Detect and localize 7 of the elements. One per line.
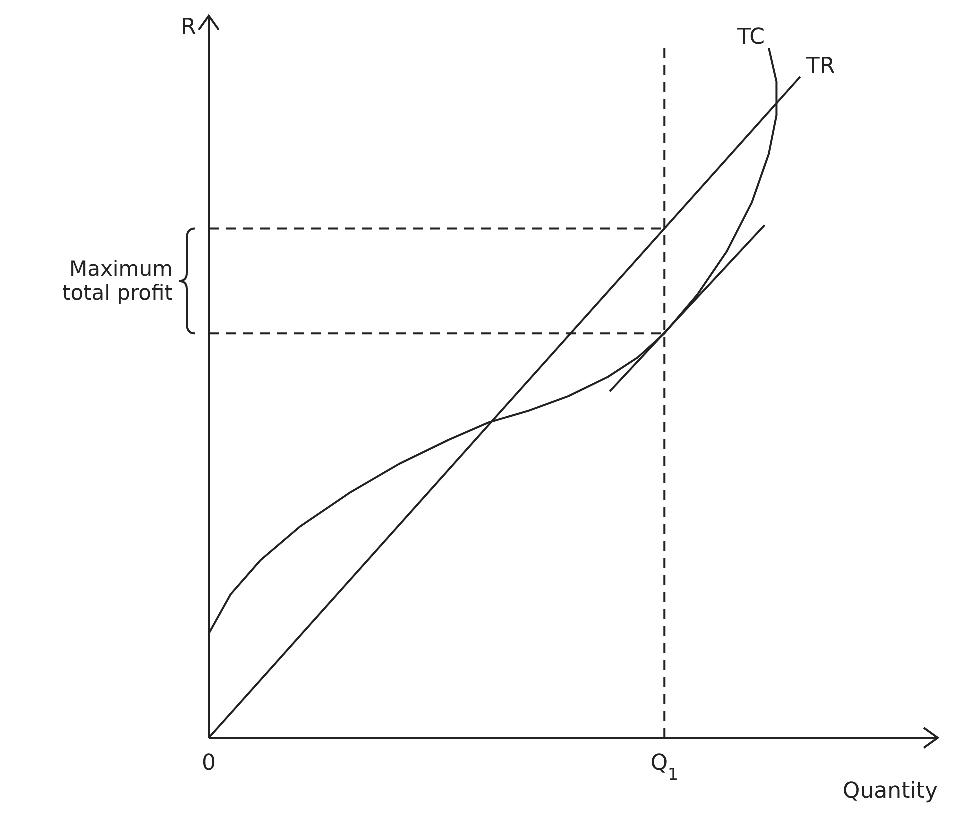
y-axis-title: R bbox=[181, 15, 196, 40]
x-tick-label: Q$_{1}$ bbox=[650, 751, 679, 784]
text: Maximum total profit bbox=[62, 257, 173, 306]
x-tick-label: 0 bbox=[202, 751, 216, 776]
series-label: TC bbox=[736, 25, 765, 50]
series-label: TR bbox=[805, 54, 836, 79]
x-axis-title: Quantity bbox=[842, 779, 938, 804]
